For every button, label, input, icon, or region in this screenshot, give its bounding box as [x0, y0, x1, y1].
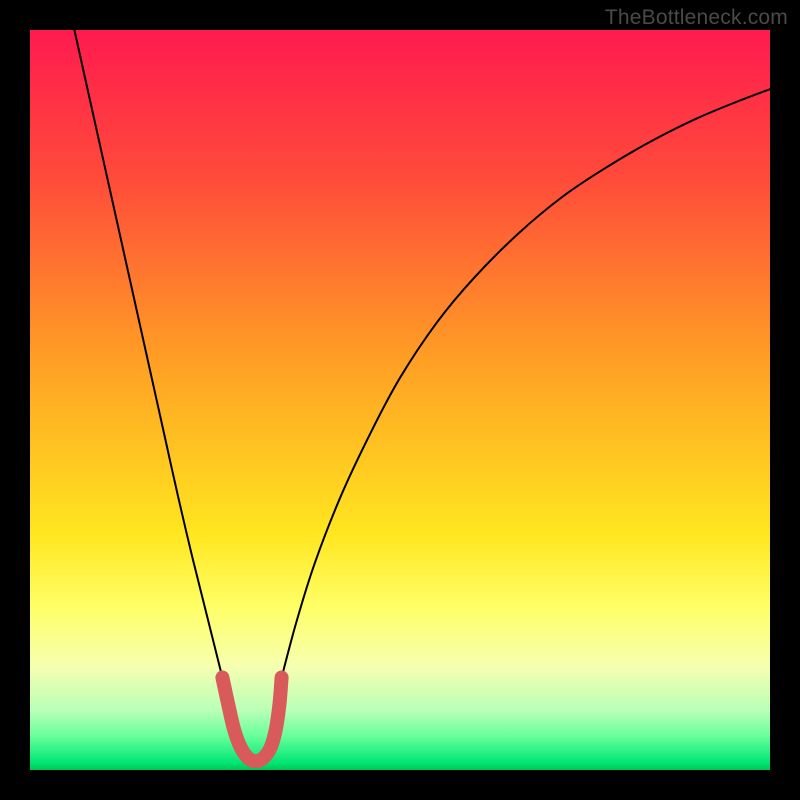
gradient-background: [30, 30, 770, 770]
chart-plot: [30, 30, 770, 770]
plot-svg: [30, 30, 770, 770]
watermark-text: TheBottleneck.com: [605, 6, 788, 30]
chart-frame: TheBottleneck.com: [0, 0, 800, 800]
